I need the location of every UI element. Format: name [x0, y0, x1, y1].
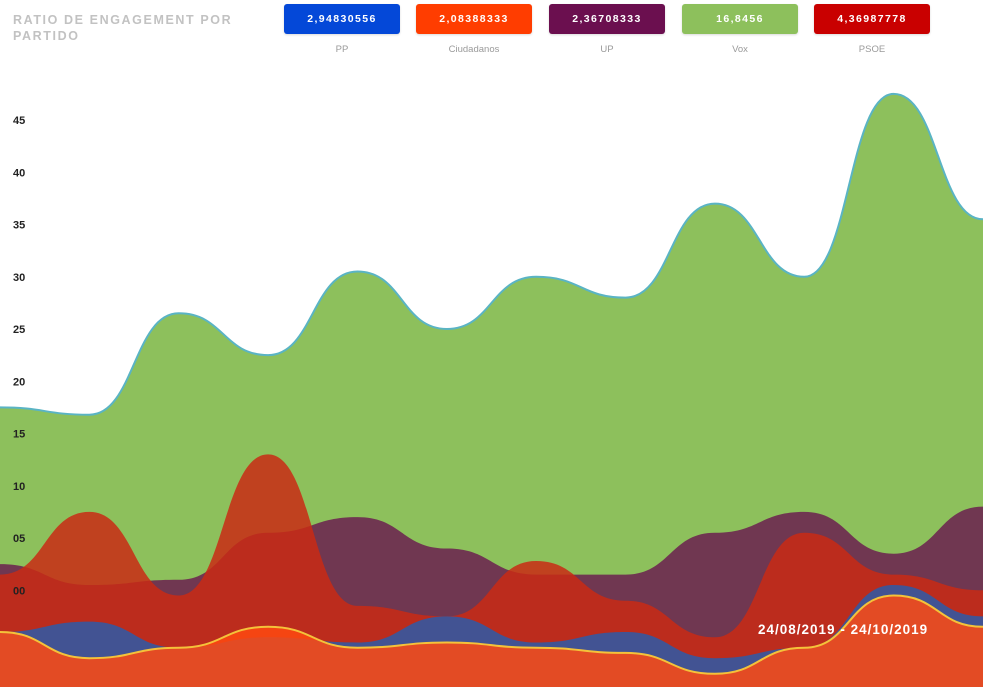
series-vox: [0, 92, 983, 687]
legend-value-badge: 2,08388333: [416, 4, 532, 34]
legend-value-badge: 4,36987778: [814, 4, 930, 34]
y-tick-label: 25: [13, 324, 25, 336]
y-tick-label: 35: [13, 220, 25, 232]
legend-label: PP: [335, 44, 349, 55]
y-axis: 00 05 10 15 20 25 30 35 40 45: [13, 115, 25, 597]
y-tick-label: 10: [13, 481, 25, 493]
legend-item-pp[interactable]: 2,94830556 PP: [284, 4, 400, 55]
chart-title: RATIO DE ENGAGEMENT POR PARTIDO: [13, 13, 233, 43]
y-tick-label: 05: [13, 533, 25, 545]
date-range-label: 24/08/2019 - 24/10/2019: [758, 622, 929, 637]
y-tick-label: 45: [13, 115, 25, 127]
legend-value-badge: 2,36708333: [549, 4, 665, 34]
legend-item-up[interactable]: 2,36708333 UP: [549, 4, 665, 55]
line-vox: [0, 92, 983, 416]
legend-label: Ciudadanos: [448, 44, 500, 55]
legend-item-ciudadanos[interactable]: 2,08388333 Ciudadanos: [416, 4, 532, 55]
y-tick-label: 00: [13, 585, 25, 597]
y-tick-label: 30: [13, 272, 25, 284]
area-vox: [0, 93, 983, 687]
legend-label: PSOE: [858, 44, 886, 55]
y-tick-label: 15: [13, 429, 25, 441]
series-ciudadanos: [0, 594, 983, 687]
area-ciudadanos: [0, 595, 983, 687]
legend-item-vox[interactable]: 16,8456 Vox: [682, 4, 798, 55]
series-psoe: [0, 454, 983, 687]
area-up: [0, 506, 983, 687]
y-tick-label: 40: [13, 167, 25, 179]
legend-value-badge: 16,8456: [682, 4, 798, 34]
legend-item-psoe[interactable]: 4,36987778 PSOE: [814, 4, 930, 55]
series-up: [0, 506, 983, 687]
legend-value-badge: 2,94830556: [284, 4, 400, 34]
legend-label: Vox: [732, 44, 748, 55]
legend-label: UP: [600, 44, 614, 55]
series-layer: [0, 92, 983, 687]
y-tick-label: 20: [13, 376, 25, 388]
area-psoe: [0, 454, 983, 687]
